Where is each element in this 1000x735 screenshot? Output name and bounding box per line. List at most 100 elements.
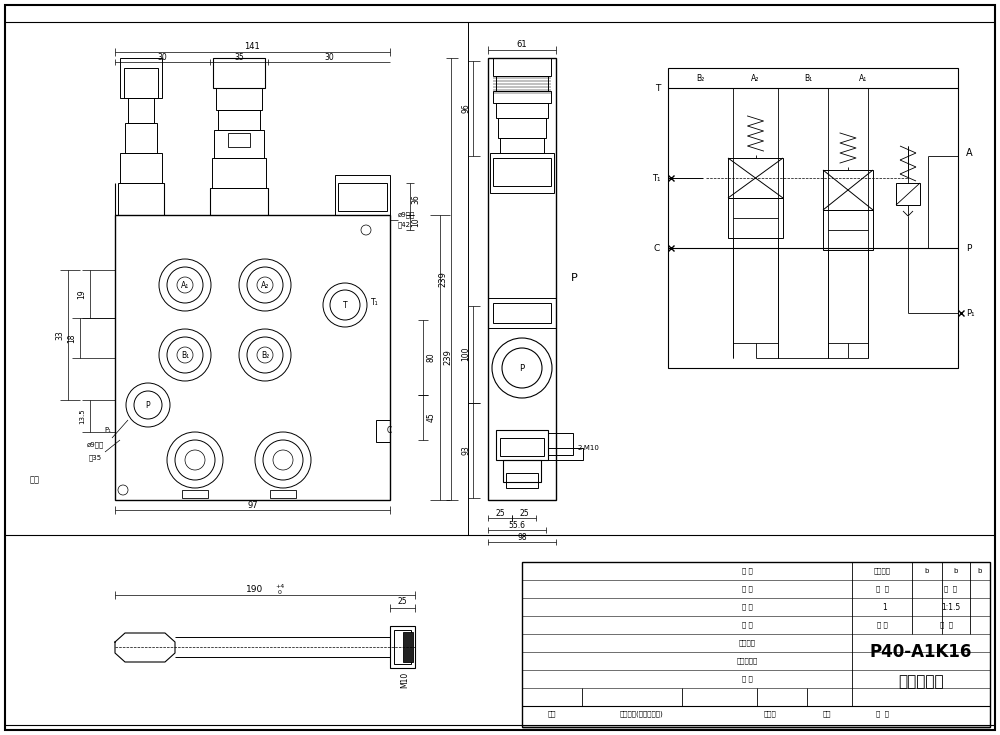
Text: 审 核: 审 核 bbox=[742, 675, 752, 682]
Text: P: P bbox=[519, 364, 525, 373]
Bar bbox=[216, 88, 262, 110]
Text: A₂: A₂ bbox=[261, 281, 269, 290]
Text: 55.6: 55.6 bbox=[509, 520, 526, 529]
Bar bbox=[403, 632, 413, 662]
Text: b: b bbox=[954, 568, 958, 574]
Text: T: T bbox=[655, 84, 660, 93]
Bar bbox=[503, 460, 541, 482]
Text: 高42: 高42 bbox=[398, 222, 411, 229]
Text: M10: M10 bbox=[400, 672, 410, 688]
Bar bbox=[668, 68, 958, 368]
Bar bbox=[394, 630, 411, 664]
Text: P: P bbox=[966, 243, 971, 253]
Text: 图样标记: 图样标记 bbox=[874, 567, 891, 574]
Text: 日期: 日期 bbox=[823, 711, 831, 717]
Text: B₂: B₂ bbox=[261, 351, 269, 359]
Bar bbox=[212, 158, 266, 188]
Text: T₁: T₁ bbox=[371, 298, 379, 306]
Bar bbox=[376, 420, 390, 442]
Bar bbox=[182, 490, 208, 498]
Text: 二联多路阀: 二联多路阀 bbox=[898, 675, 944, 689]
Text: 98: 98 bbox=[517, 532, 527, 542]
Bar bbox=[500, 438, 544, 456]
Text: 33: 33 bbox=[56, 330, 64, 340]
Text: T: T bbox=[343, 301, 347, 309]
Bar bbox=[120, 153, 162, 183]
Bar bbox=[120, 58, 162, 98]
Bar bbox=[548, 448, 583, 460]
Text: 80: 80 bbox=[426, 352, 436, 362]
Text: 2-M10: 2-M10 bbox=[578, 445, 600, 451]
Text: 18: 18 bbox=[68, 333, 76, 343]
Bar bbox=[335, 175, 390, 215]
Bar bbox=[500, 138, 544, 153]
Bar bbox=[338, 183, 387, 211]
Bar bbox=[390, 626, 415, 668]
Bar bbox=[493, 91, 551, 103]
Text: P: P bbox=[146, 401, 150, 409]
Text: A₁: A₁ bbox=[859, 74, 867, 82]
Text: ø9通孔: ø9通孔 bbox=[398, 212, 415, 218]
Bar bbox=[823, 170, 873, 210]
Bar bbox=[490, 153, 554, 193]
Text: 标记: 标记 bbox=[30, 476, 40, 484]
Text: P₁: P₁ bbox=[105, 427, 111, 433]
Bar bbox=[493, 58, 551, 76]
Bar bbox=[496, 103, 548, 118]
Bar bbox=[128, 98, 154, 123]
Bar bbox=[213, 58, 265, 88]
Text: 制 图: 制 图 bbox=[742, 586, 752, 592]
Text: A₁: A₁ bbox=[181, 281, 189, 290]
Text: 标记: 标记 bbox=[548, 711, 556, 717]
Bar bbox=[498, 118, 546, 138]
Bar bbox=[506, 473, 538, 488]
Bar bbox=[270, 490, 296, 498]
Text: B₁: B₁ bbox=[181, 351, 189, 359]
Text: 25: 25 bbox=[397, 598, 407, 606]
Text: A: A bbox=[966, 148, 973, 158]
Bar bbox=[493, 303, 551, 323]
Text: 1: 1 bbox=[882, 603, 887, 612]
Bar bbox=[896, 183, 920, 205]
Text: 239: 239 bbox=[444, 349, 452, 365]
Text: 高35: 高35 bbox=[88, 455, 102, 462]
Bar bbox=[228, 133, 250, 147]
Text: P40-A1K16: P40-A1K16 bbox=[870, 643, 972, 661]
Text: 61: 61 bbox=[517, 40, 527, 49]
Text: 96: 96 bbox=[462, 103, 471, 113]
Text: C: C bbox=[387, 426, 392, 434]
Bar bbox=[728, 158, 783, 198]
Text: 更改人: 更改人 bbox=[764, 711, 776, 717]
Bar bbox=[118, 183, 164, 215]
Text: C: C bbox=[654, 243, 660, 253]
Text: 239: 239 bbox=[438, 271, 448, 287]
Text: B₁: B₁ bbox=[804, 74, 812, 82]
Text: 比  例: 比 例 bbox=[944, 586, 958, 592]
Text: 36: 36 bbox=[412, 194, 420, 204]
Bar bbox=[548, 433, 573, 455]
Bar bbox=[124, 68, 158, 98]
Text: 35: 35 bbox=[234, 52, 244, 62]
Text: A₂: A₂ bbox=[751, 74, 759, 82]
Text: 25: 25 bbox=[519, 509, 529, 517]
Text: 93: 93 bbox=[462, 445, 471, 455]
Bar bbox=[214, 130, 264, 158]
Bar bbox=[493, 158, 551, 186]
Bar bbox=[496, 430, 548, 460]
Text: 设 计: 设 计 bbox=[742, 567, 752, 574]
Text: 批  准: 批 准 bbox=[876, 711, 889, 717]
Bar bbox=[728, 198, 783, 238]
Text: 100: 100 bbox=[462, 347, 471, 361]
Text: 97: 97 bbox=[247, 501, 258, 509]
Bar bbox=[522, 562, 990, 727]
Text: 10: 10 bbox=[412, 218, 420, 227]
Text: 45: 45 bbox=[426, 412, 436, 422]
Text: 30: 30 bbox=[157, 52, 167, 62]
Bar bbox=[823, 210, 873, 250]
Text: 25: 25 bbox=[495, 509, 505, 517]
Text: 角 度: 角 度 bbox=[877, 622, 887, 628]
Text: 图  量: 图 量 bbox=[940, 622, 952, 628]
Text: +4: +4 bbox=[275, 584, 285, 589]
Bar bbox=[210, 188, 268, 215]
Text: 校 对: 校 对 bbox=[742, 622, 752, 628]
